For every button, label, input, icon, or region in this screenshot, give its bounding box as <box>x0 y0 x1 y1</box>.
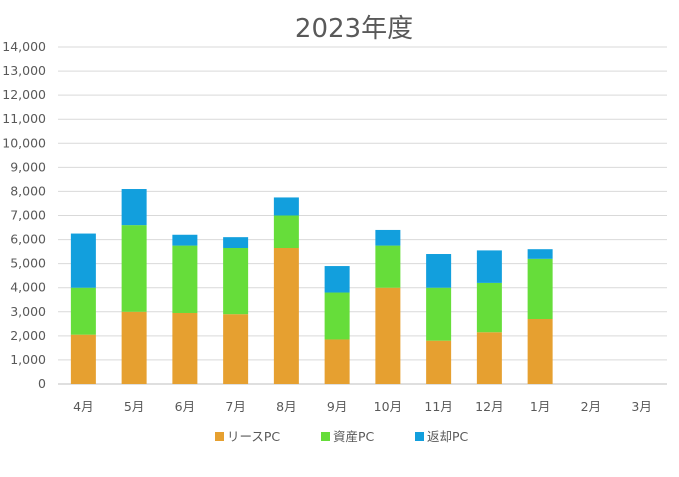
y-tick-label: 10,000 <box>2 135 46 150</box>
bar-returned-pc-4 <box>223 237 249 248</box>
bar-lease-pc-8 <box>426 340 452 384</box>
bar-returned-pc-6 <box>324 266 350 293</box>
bar-asset-pc-5 <box>273 215 299 248</box>
y-tick-label: 9,000 <box>10 159 46 174</box>
bar-returned-pc-10 <box>527 249 553 259</box>
bar-asset-pc-9 <box>476 282 502 333</box>
bar-lease-pc-6 <box>324 339 350 384</box>
y-tick-label: 0 <box>38 376 46 391</box>
x-tick-label: 1月 <box>530 399 550 414</box>
y-tick-label: 11,000 <box>2 111 46 126</box>
x-tick-label: 7月 <box>225 399 245 414</box>
y-tick-label: 13,000 <box>2 63 46 78</box>
bar-asset-pc-1 <box>70 287 96 335</box>
x-tick-label: 10月 <box>374 399 402 414</box>
x-tick-label: 6月 <box>175 399 195 414</box>
bar-asset-pc-8 <box>426 287 452 341</box>
bar-lease-pc-2 <box>121 311 147 384</box>
y-tick-label: 1,000 <box>10 352 46 367</box>
bar-returned-pc-9 <box>476 250 502 283</box>
bar-lease-pc-1 <box>70 334 96 384</box>
gridlines <box>58 46 667 385</box>
chart-title: 2023年度 <box>295 14 413 44</box>
x-axis-tick-labels: 4月 5月 6月 7月 8月 9月 10月 11月 12月 1月 2月 3月 <box>73 399 652 414</box>
legend-swatch <box>321 432 330 441</box>
bar-asset-pc-3 <box>172 245 198 313</box>
bar-asset-pc-7 <box>375 245 401 288</box>
y-tick-label: 7,000 <box>10 208 46 223</box>
bar-lease-pc-7 <box>375 287 401 384</box>
legend-label: 資産PC <box>333 429 375 444</box>
y-tick-label: 2,000 <box>10 328 46 343</box>
y-tick-label: 8,000 <box>10 183 46 198</box>
bar-asset-pc-10 <box>527 258 553 320</box>
bar-asset-pc-4 <box>223 247 249 315</box>
legend-label: 返却PC <box>427 429 469 444</box>
x-tick-label: 9月 <box>327 399 347 414</box>
bar-returned-pc-3 <box>172 234 198 246</box>
bar-lease-pc-9 <box>476 332 502 384</box>
legend-swatch <box>215 432 224 441</box>
legend: リースPC 資産PC 返却PC <box>215 429 469 444</box>
bar-returned-pc-7 <box>375 229 401 246</box>
bar-asset-pc-6 <box>324 292 350 340</box>
bar-lease-pc-3 <box>172 312 198 384</box>
legend-label: リースPC <box>227 429 280 444</box>
y-tick-label: 14,000 <box>2 39 46 54</box>
bar-returned-pc-5 <box>273 197 299 216</box>
x-tick-label: 3月 <box>631 399 651 414</box>
x-tick-label: 4月 <box>73 399 93 414</box>
x-tick-label: 2月 <box>581 399 601 414</box>
bar-lease-pc-4 <box>223 314 249 384</box>
y-tick-label: 12,000 <box>2 87 46 102</box>
x-tick-label: 12月 <box>475 399 503 414</box>
bar-asset-pc-2 <box>121 225 147 312</box>
bar-lease-pc-10 <box>527 319 553 384</box>
bar-lease-pc-5 <box>273 247 299 384</box>
x-tick-label: 11月 <box>424 399 452 414</box>
bar-returned-pc-8 <box>426 254 452 288</box>
x-tick-label: 8月 <box>276 399 296 414</box>
y-tick-label: 5,000 <box>10 256 46 271</box>
legend-swatch <box>415 432 424 441</box>
bars <box>70 189 553 384</box>
y-tick-label: 3,000 <box>10 304 46 319</box>
bar-returned-pc-1 <box>70 233 96 288</box>
bar-returned-pc-2 <box>121 189 147 226</box>
y-tick-label: 4,000 <box>10 280 46 295</box>
x-tick-label: 5月 <box>124 399 144 414</box>
y-tick-label: 6,000 <box>10 232 46 247</box>
y-axis-tick-labels: 0 1,000 2,000 3,000 4,000 5,000 6,000 7,000 8,00… <box>2 39 46 391</box>
